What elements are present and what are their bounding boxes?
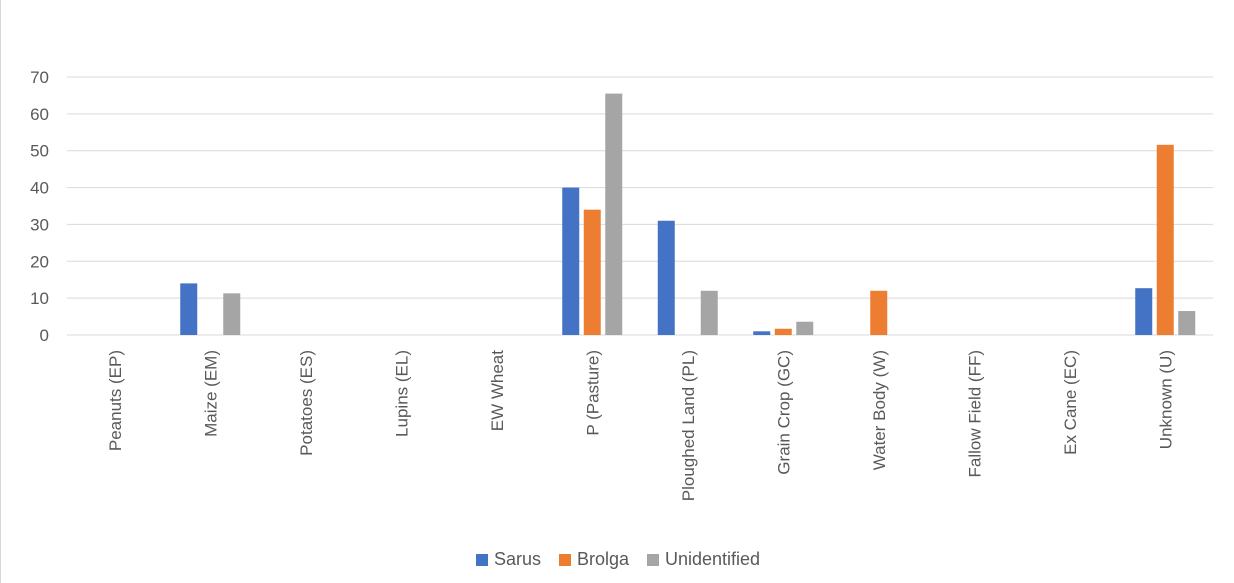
legend-item-brolga: Brolga [558, 549, 629, 570]
x-tick-label: EW Wheat [488, 350, 507, 432]
y-tick-label: 70 [30, 68, 49, 87]
legend-item-unidentified: Unidentified [647, 549, 760, 570]
bar-brolga-8 [870, 290, 888, 335]
bar-brolga-7 [774, 328, 792, 335]
bar-unidentified-5 [605, 93, 623, 335]
y-tick-label: 30 [30, 215, 49, 234]
x-tick-label: Grain Crop (GC) [774, 350, 793, 475]
bar-sarus-1 [180, 283, 198, 335]
x-axis-ticks: Peanuts (EP) Maize (EM) Potatoes (ES) Lupin… [106, 350, 1176, 502]
x-tick-label: Fallow Field (FF) [965, 350, 984, 478]
x-tick-label: Lupins (EL) [392, 350, 411, 437]
bars [180, 93, 1196, 335]
legend-label: Brolga [576, 549, 629, 569]
x-tick-label: Water Body (W) [870, 350, 889, 470]
x-tick-label: P (Pasture) [583, 350, 602, 436]
bar-brolga-5 [583, 209, 601, 335]
bar-unidentified-1 [223, 293, 241, 335]
gridlines [67, 76, 1213, 336]
x-tick-label: Maize (EM) [201, 350, 220, 437]
legend-swatch [475, 553, 488, 566]
y-tick-label: 0 [40, 326, 49, 345]
legend-item-sarus: Sarus [475, 549, 541, 570]
bar-unidentified-11 [1178, 311, 1196, 335]
x-tick-label: Potatoes (ES) [297, 350, 316, 456]
y-axis-ticks: 0 10 20 30 40 50 60 70 [30, 68, 49, 345]
y-tick-label: 10 [30, 289, 49, 308]
bar-sarus-11 [1135, 288, 1153, 335]
bar-unidentified-7 [796, 321, 814, 335]
legend-swatch [558, 553, 571, 566]
legend-label: Unidentified [665, 549, 761, 569]
legend-swatch [647, 553, 659, 566]
bar-sarus-5 [562, 187, 580, 335]
y-tick-label: 40 [30, 179, 49, 198]
bar-sarus-6 [657, 220, 675, 335]
bar-brolga-11 [1156, 144, 1174, 335]
y-tick-label: 60 [30, 105, 49, 124]
legend: Sarus Brolga Unidentified [1, 549, 1234, 570]
x-tick-label: Ex Cane (EC) [1061, 350, 1080, 455]
y-tick-label: 50 [30, 142, 49, 161]
bar-sarus-7 [753, 331, 771, 335]
x-tick-label: Ploughed Land (PL) [679, 350, 698, 501]
y-tick-label: 20 [30, 252, 49, 271]
bar-unidentified-6 [700, 290, 718, 335]
x-tick-label: Peanuts (EP) [106, 350, 125, 451]
legend-label: Sarus [493, 549, 541, 569]
x-tick-label: Unknown (U) [1156, 350, 1175, 449]
